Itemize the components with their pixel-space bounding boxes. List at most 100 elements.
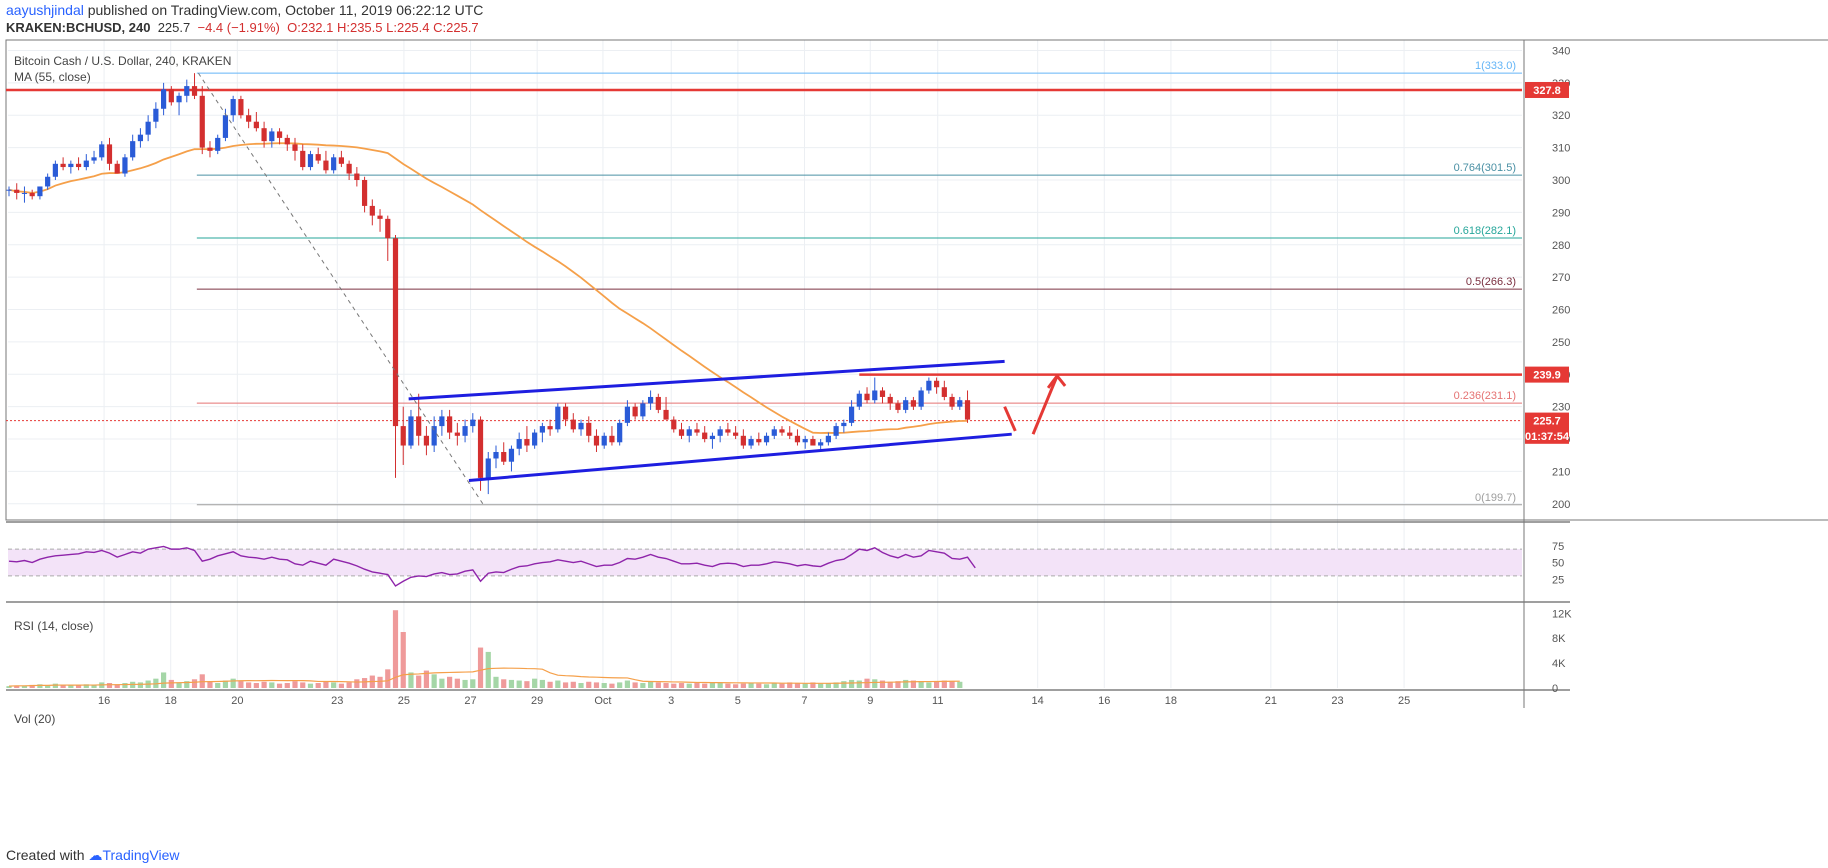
candle-body — [802, 439, 808, 443]
volume-bar — [21, 685, 28, 688]
last-price: 225.7 — [157, 20, 191, 35]
volume-bar — [763, 684, 770, 688]
time-tick-label: 9 — [867, 695, 873, 707]
candle-body — [709, 435, 716, 440]
volume-bar — [354, 679, 360, 688]
volume-bar — [524, 681, 530, 688]
volume-bar — [609, 683, 615, 688]
candle-body — [447, 416, 453, 433]
volume-bar — [462, 679, 468, 688]
volume-label: Vol (20) — [14, 712, 55, 726]
publish-info: aayushjindal published on TradingView.co… — [6, 2, 483, 18]
tradingview-logo-icon: ☁ — [88, 847, 103, 863]
price-tick-label: 260 — [1552, 305, 1570, 317]
volume-bar — [161, 672, 167, 688]
candle-body — [114, 163, 120, 174]
candle-body — [539, 426, 545, 433]
candle-body — [848, 406, 855, 423]
volume-bar — [879, 680, 886, 688]
time-tick-label: 23 — [1331, 695, 1343, 707]
volume-bar — [137, 682, 144, 688]
horizontal-levels[interactable] — [6, 88, 1522, 422]
price-tag — [1525, 427, 1569, 444]
candle-body — [524, 439, 530, 446]
candle-body — [934, 380, 940, 388]
candle-body — [75, 163, 82, 168]
volume-bar — [431, 674, 437, 688]
candle-body — [810, 439, 816, 446]
volume-bar — [555, 680, 561, 688]
candle-body — [377, 215, 383, 219]
volume-bar — [14, 685, 20, 688]
candle-body — [215, 137, 221, 151]
channel-upper-line — [408, 359, 1005, 401]
candle-body — [586, 422, 592, 436]
volume-bar — [570, 681, 576, 688]
ma55-line — [8, 142, 968, 434]
volume-bar — [578, 683, 584, 688]
volume-bar — [818, 683, 824, 688]
candle-body — [83, 160, 89, 168]
volume-bar — [52, 683, 58, 688]
candle-body — [292, 144, 298, 151]
volume-bar — [75, 685, 82, 688]
candle-body — [941, 387, 947, 397]
candle-body — [671, 419, 677, 430]
candle-body — [725, 429, 731, 433]
rsi-label: RSI (14, close) — [14, 619, 93, 633]
price-tag — [1525, 81, 1569, 98]
price-change: −4.4 (−1.91%) — [197, 20, 280, 35]
candle-body — [230, 99, 236, 116]
candle-body — [331, 157, 337, 171]
candle-body — [385, 218, 391, 239]
up-arrow-line — [1031, 375, 1059, 435]
time-tick-label: 27 — [464, 695, 476, 707]
volume-bar — [779, 683, 785, 688]
volume-bar — [941, 680, 947, 688]
fib-level-label: 0(199.7) — [1475, 492, 1516, 504]
candle-body — [702, 432, 708, 440]
footer: Created with ☁TradingView — [6, 847, 180, 864]
candle-body — [284, 137, 290, 145]
volume-bar — [733, 684, 739, 688]
candle-body — [740, 435, 746, 446]
fib-level-label: 0.236(231.1) — [1454, 390, 1516, 402]
rsi-tick-label: 75 — [1552, 541, 1564, 553]
grid — [8, 40, 1522, 688]
candle-body — [184, 86, 190, 96]
candle-body — [176, 95, 182, 103]
candle-body — [408, 416, 414, 446]
volume-bar — [207, 681, 213, 688]
volume-bar — [655, 682, 661, 688]
author-link[interactable]: aayushjindal — [6, 2, 84, 18]
candle-body — [37, 186, 43, 197]
volume-bar — [787, 682, 793, 688]
published-text: published on TradingView.com, October 11… — [83, 2, 484, 18]
volume-bar — [856, 680, 862, 688]
candle-body — [609, 435, 615, 443]
volume-bar — [756, 683, 762, 688]
volume-bar — [493, 676, 499, 688]
price-tag-label: 239.9 — [1533, 370, 1561, 382]
volume-bar — [617, 682, 623, 688]
tradingview-link[interactable]: TradingView — [102, 847, 180, 863]
volume-bar — [238, 681, 244, 688]
price-tag-label: 327.8 — [1533, 85, 1561, 97]
volume-bar — [694, 683, 700, 688]
candle-body — [624, 406, 630, 423]
volume-bar — [230, 678, 236, 688]
candle-body — [787, 432, 793, 436]
volume-bar — [106, 683, 113, 688]
volume-bar — [872, 679, 878, 688]
volume-bar — [895, 681, 901, 688]
candle-body — [338, 157, 344, 164]
volume-bar — [593, 682, 600, 688]
volume-bar — [740, 683, 746, 688]
volume-bar — [191, 679, 198, 688]
volume-bar — [423, 670, 430, 688]
candle-body — [856, 393, 862, 407]
candle-body — [122, 157, 128, 174]
drawings[interactable] — [197, 72, 1067, 506]
candle-body — [733, 432, 739, 436]
